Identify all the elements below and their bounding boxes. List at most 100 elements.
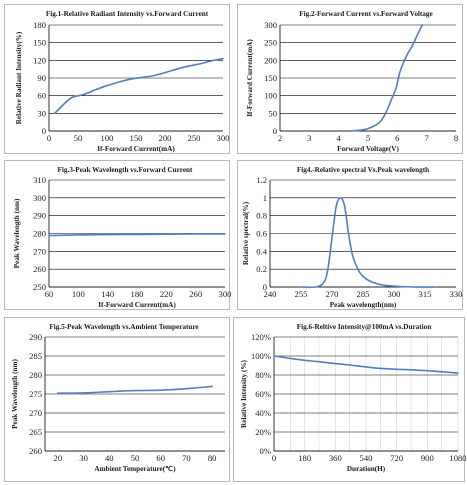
y-axis-label: Peak Wavelength (nm)	[13, 198, 21, 268]
x-tick-label: 40	[105, 453, 114, 463]
series-line	[48, 233, 226, 237]
y-tick-label: 80%	[255, 370, 271, 380]
y-axis-label: If-Forward Current(mA)	[246, 39, 254, 117]
chart-title: Fig4.-Relative spectral Vs.Peak waveleng…	[297, 166, 429, 174]
y-tick-label: 300	[264, 20, 277, 30]
x-tick-label: 360	[329, 453, 342, 463]
y-tick-label: 90	[37, 73, 46, 83]
y-tick-label: 200	[264, 55, 277, 65]
x-tick-label: 7	[425, 133, 430, 143]
series-line	[273, 355, 459, 374]
x-tick-label: 300	[388, 289, 401, 299]
y-tick-label: 280	[29, 370, 42, 380]
y-axis-label: Relative spectral(%)	[242, 201, 250, 265]
x-tick-label: 200	[159, 133, 172, 143]
y-tick-label: 60%	[255, 389, 271, 399]
y-tick-label: 0.2	[256, 264, 267, 274]
chart-fig5: Fig.5-Peak Wavelength vs.Ambient Tempera…	[11, 323, 225, 473]
x-tick-label: 0	[272, 453, 276, 463]
chart-fig2: Fig.2-Forward Current vs.Forward Voltage…	[246, 10, 458, 153]
x-tick-label: 30	[79, 453, 88, 463]
y-tick-label: 150	[33, 38, 46, 48]
y-tick-label: 260	[29, 446, 42, 456]
y-tick-label: 250	[264, 38, 277, 48]
x-axis-label: Ambient Temperature(℃)	[94, 465, 176, 473]
x-tick-label: 330	[450, 289, 463, 299]
chart-panel-fig3: Fig.3-Peak Wavelength vs.Forward Current…	[4, 160, 232, 310]
x-tick-label: 3	[307, 133, 311, 143]
y-tick-label: 0%	[260, 446, 271, 456]
chart-fig1: Fig.1-Relative Radiant Intensity vs.Forw…	[15, 10, 230, 153]
y-tick-label: 180	[33, 20, 46, 30]
y-tick-label: 120%	[251, 332, 271, 342]
y-tick-label: 270	[29, 408, 42, 418]
chart-panel-fig2: Fig.2-Forward Current vs.Forward Voltage…	[237, 4, 463, 154]
y-tick-label: 300	[33, 193, 46, 203]
x-tick-label: 260	[189, 289, 202, 299]
y-axis-label: Relative Intensity (%)	[240, 359, 248, 427]
x-tick-label: 8	[454, 133, 458, 143]
x-tick-label: 240	[264, 289, 277, 299]
series-line	[300, 196, 437, 289]
y-tick-label: 0.6	[256, 229, 267, 239]
y-tick-label: 270	[33, 246, 46, 256]
y-tick-label: 20%	[255, 427, 271, 437]
x-tick-label: 300	[217, 133, 230, 143]
y-tick-label: 1	[263, 193, 267, 203]
y-tick-label: 1.2	[256, 175, 267, 185]
x-tick-label: 255	[295, 289, 308, 299]
x-tick-label: 180	[131, 289, 144, 299]
x-tick-label: 100	[101, 133, 114, 143]
chart-title: Fig.6-Reltive Intensity@100mA vs.Duratio…	[297, 323, 431, 331]
x-tick-label: 315	[419, 289, 432, 299]
y-tick-label: 265	[29, 427, 42, 437]
series-line	[57, 385, 213, 394]
x-axis-label: Forward Voltage(V)	[337, 145, 399, 153]
x-axis-label: Duration(H)	[347, 465, 386, 473]
y-tick-label: 250	[33, 282, 46, 292]
y-tick-label: 0	[273, 126, 277, 136]
y-tick-label: 60	[37, 91, 46, 101]
chart-fig4: Fig4.-Relative spectral Vs.Peak waveleng…	[242, 166, 463, 309]
x-axis-label: If-Forward Current(mA)	[98, 301, 176, 309]
chart-panel-fig4: Fig4.-Relative spectral Vs.Peak waveleng…	[237, 160, 463, 310]
y-tick-label: 0.4	[256, 246, 267, 256]
y-tick-label: 120	[33, 55, 46, 65]
chart-panel-fig5: Fig.5-Peak Wavelength vs.Ambient Tempera…	[4, 317, 230, 482]
x-tick-label: 250	[188, 133, 201, 143]
x-tick-label: 2	[278, 133, 282, 143]
x-tick-label: 180	[298, 453, 311, 463]
chart-fig6: Fig.6-Reltive Intensity@100mA vs.Duratio…	[240, 323, 467, 473]
y-tick-label: 0.8	[256, 211, 267, 221]
x-tick-label: 900	[421, 453, 434, 463]
chart-title: Fig.5-Peak Wavelength vs.Ambient Tempera…	[49, 323, 198, 331]
x-tick-label: 5	[366, 133, 370, 143]
y-tick-label: 40%	[255, 408, 271, 418]
x-tick-label: 140	[101, 289, 114, 299]
y-tick-label: 0	[263, 282, 267, 292]
y-tick-label: 310	[33, 175, 46, 185]
x-tick-label: 220	[160, 289, 173, 299]
y-tick-label: 290	[33, 211, 46, 221]
chart-fig3: Fig.3-Peak Wavelength vs.Forward Current…	[13, 166, 232, 309]
y-axis-label: Peak Wavelength (nm)	[11, 359, 19, 429]
series-line	[54, 57, 224, 115]
x-tick-label: 300	[219, 289, 232, 299]
y-tick-label: 50	[268, 108, 277, 118]
x-tick-label: 100	[72, 289, 85, 299]
y-tick-label: 280	[33, 229, 46, 239]
y-tick-label: 285	[29, 351, 42, 361]
y-tick-label: 150	[264, 73, 277, 83]
y-tick-label: 100%	[251, 351, 271, 361]
y-tick-label: 290	[29, 332, 42, 342]
chart-title: Fig.2-Forward Current vs.Forward Voltage	[299, 10, 432, 18]
x-tick-label: 60	[45, 289, 54, 299]
y-axis-label: Relative Radiant Intensity(%)	[15, 31, 23, 124]
x-axis-label: Peak wavelength(nm)	[330, 301, 397, 309]
x-tick-label: 80	[208, 453, 217, 463]
x-tick-label: 285	[357, 289, 370, 299]
y-tick-label: 275	[29, 389, 42, 399]
y-tick-label: 100	[264, 91, 277, 101]
x-axis-label: If-Forward Current(mA)	[97, 145, 175, 153]
x-tick-label: 70	[182, 453, 191, 463]
